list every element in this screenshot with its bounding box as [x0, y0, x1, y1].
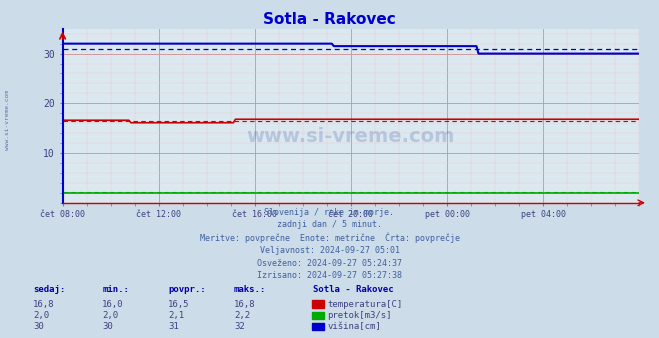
Text: 30: 30: [102, 322, 113, 331]
Text: www.si-vreme.com: www.si-vreme.com: [5, 90, 11, 150]
Text: Slovenija / reke in morje.
zadnji dan / 5 minut.
Meritve: povprečne  Enote: metr: Slovenija / reke in morje. zadnji dan / …: [200, 208, 459, 280]
Text: Sotla - Rakovec: Sotla - Rakovec: [263, 12, 396, 27]
Text: temperatura[C]: temperatura[C]: [328, 299, 403, 309]
Text: min.:: min.:: [102, 285, 129, 294]
Text: 16,5: 16,5: [168, 299, 190, 309]
Text: 16,0: 16,0: [102, 299, 124, 309]
Text: 2,0: 2,0: [33, 311, 49, 320]
Text: povpr.:: povpr.:: [168, 285, 206, 294]
Text: maks.:: maks.:: [234, 285, 266, 294]
Text: 31: 31: [168, 322, 179, 331]
Text: Sotla - Rakovec: Sotla - Rakovec: [313, 285, 393, 294]
Text: 2,2: 2,2: [234, 311, 250, 320]
Text: pretok[m3/s]: pretok[m3/s]: [328, 311, 392, 320]
Text: višina[cm]: višina[cm]: [328, 322, 382, 331]
Text: 16,8: 16,8: [234, 299, 256, 309]
Text: www.si-vreme.com: www.si-vreme.com: [246, 127, 455, 146]
Text: sedaj:: sedaj:: [33, 285, 65, 294]
Text: 16,8: 16,8: [33, 299, 55, 309]
Text: 32: 32: [234, 322, 244, 331]
Text: 30: 30: [33, 322, 43, 331]
Text: 2,1: 2,1: [168, 311, 184, 320]
Text: 2,0: 2,0: [102, 311, 118, 320]
